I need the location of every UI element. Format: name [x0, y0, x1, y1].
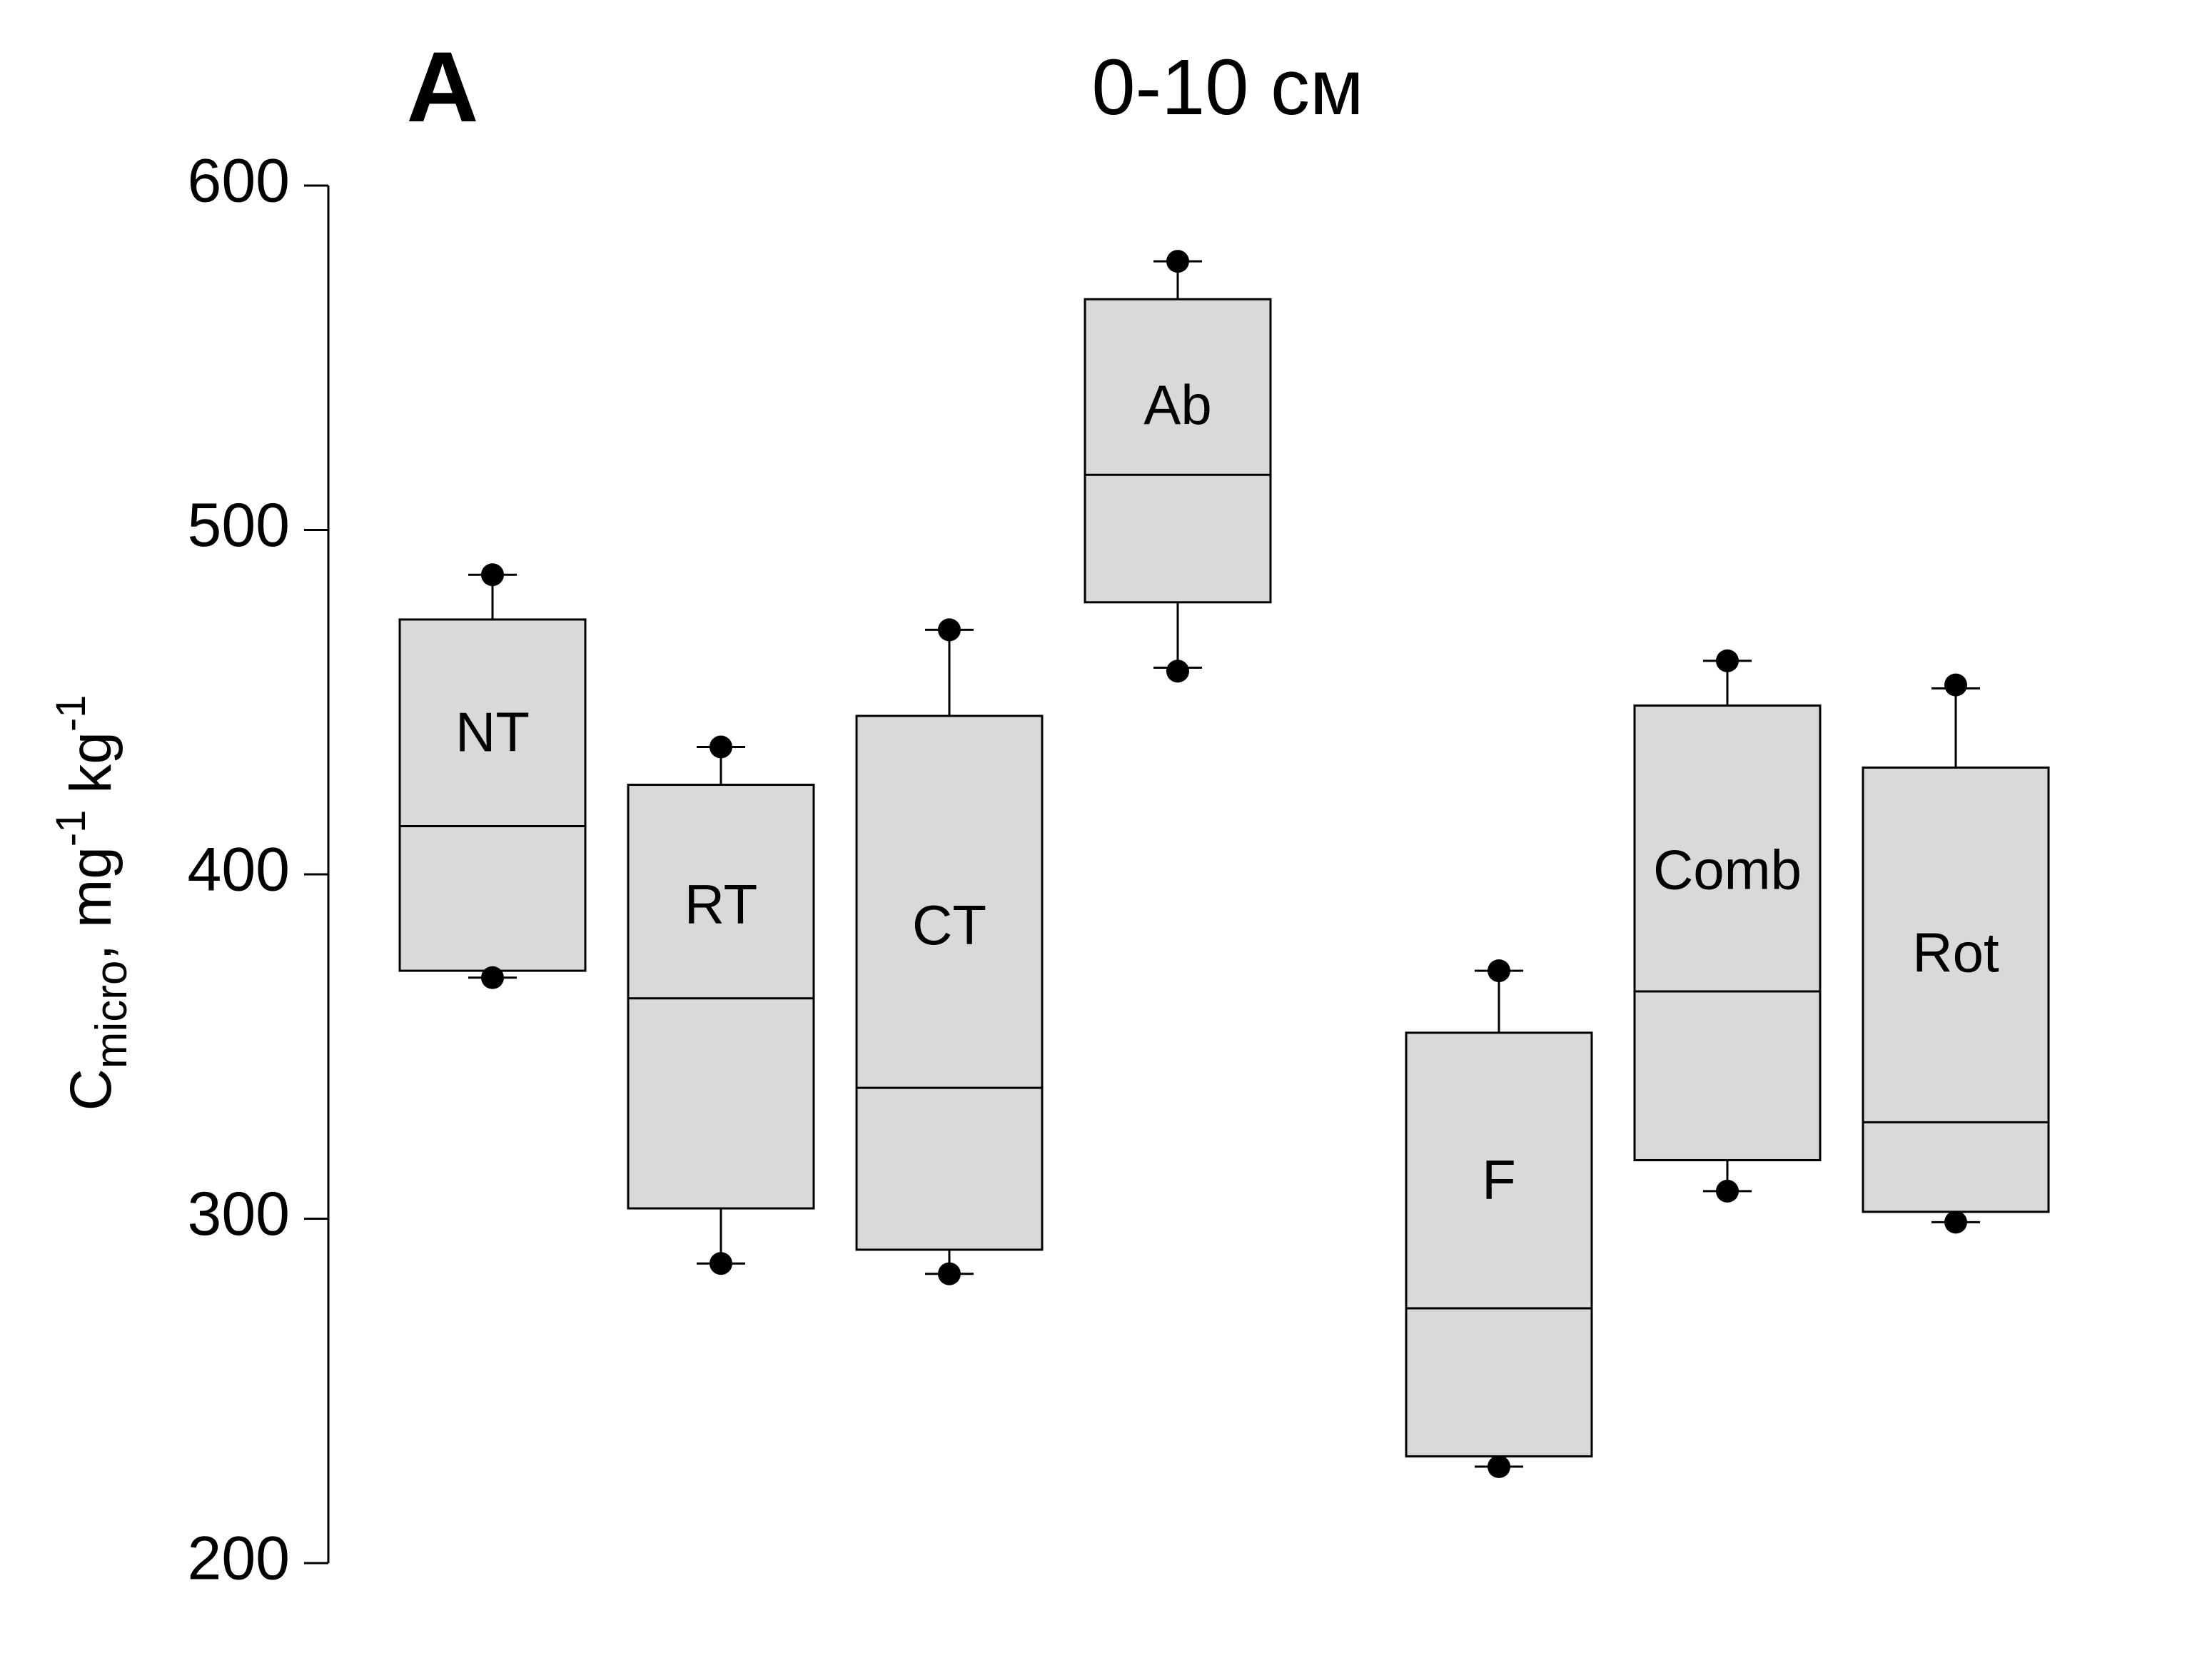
box-rt: RT	[628, 735, 814, 1275]
marker-dot	[938, 1263, 961, 1285]
box-label: NT	[455, 701, 530, 764]
box-f: F	[1406, 959, 1592, 1478]
box-label: Rot	[1912, 921, 1999, 984]
marker-dot	[1944, 1211, 1967, 1233]
marker-dot	[481, 563, 504, 586]
marker-dot	[1166, 250, 1189, 273]
marker-dot	[1716, 650, 1739, 672]
box-ct: CT	[857, 618, 1042, 1285]
box-ab: Ab	[1085, 250, 1271, 682]
panel-label-a: A	[406, 31, 478, 143]
y-axis-title: Cmicro, mg-1 kg-1	[48, 695, 136, 1111]
marker-dot	[938, 618, 961, 641]
y-tick-label: 600	[188, 147, 291, 216]
box-label: Ab	[1143, 373, 1211, 436]
marker-dot	[1488, 959, 1510, 982]
box-label: RT	[685, 873, 758, 936]
y-tick-label: 500	[188, 491, 291, 560]
marker-dot	[1166, 659, 1189, 682]
y-tick-label: 200	[188, 1525, 291, 1593]
box-label: CT	[912, 894, 986, 956]
marker-dot	[1716, 1180, 1739, 1203]
y-tick-label: 400	[188, 836, 291, 904]
chart-title: 0-10 см	[1091, 44, 1363, 131]
boxplot-panel-a: A 0-10 см 200 300 400 500 600 Cmicro, mg-1 k…	[0, 0, 2212, 1678]
y-tick-label: 300	[188, 1180, 291, 1248]
marker-dot	[481, 966, 504, 989]
box-rot: Rot	[1863, 674, 2049, 1234]
y-axis: 200 300 400 500 600	[188, 147, 329, 1593]
marker-dot	[1944, 674, 1967, 697]
box-nt: NT	[400, 563, 585, 989]
y-axis-label: Cmicro, mg-1 kg-1	[48, 695, 136, 1111]
box-label: F	[1482, 1148, 1516, 1211]
marker-dot	[1488, 1455, 1510, 1478]
box-label: Comb	[1653, 839, 1802, 901]
boxes-group: NT RT CT Ab F Comb Rot	[400, 250, 2049, 1478]
box-comb: Comb	[1635, 650, 1820, 1203]
marker-dot	[709, 735, 732, 758]
marker-dot	[709, 1252, 732, 1275]
